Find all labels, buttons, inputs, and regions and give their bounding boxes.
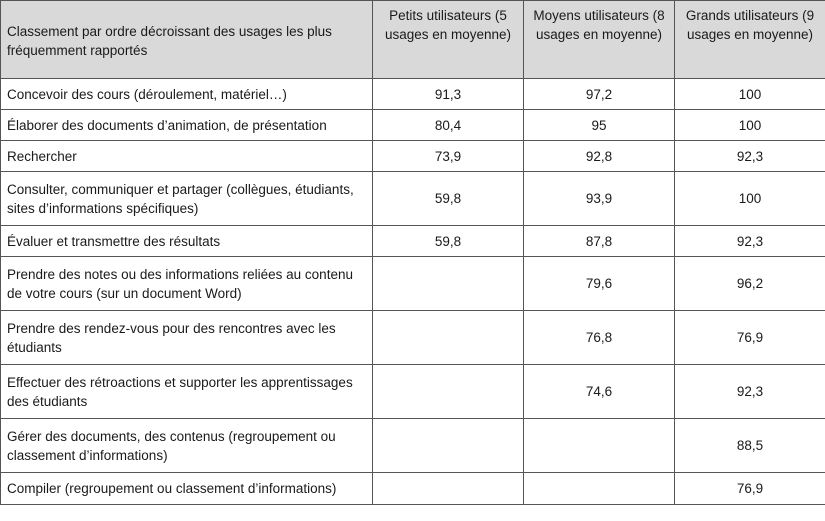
small-users-value [372, 256, 524, 311]
medium-users-value: 97,2 [523, 78, 675, 110]
header-medium-users: Moyens utilisateurs (8 usages en moyenne… [523, 0, 675, 79]
table-row: Effectuer des rétroactions et supporter … [0, 364, 825, 419]
usage-label: Rechercher [0, 140, 373, 172]
small-users-value: 73,9 [372, 140, 524, 172]
usage-label: Élaborer des documents d’animation, de p… [0, 109, 373, 141]
header-small-users: Petits utilisateurs (5 usages en moyenne… [372, 0, 524, 79]
large-users-value: 76,9 [674, 310, 825, 365]
large-users-value: 100 [674, 109, 825, 141]
large-users-value: 92,3 [674, 140, 825, 172]
table-row: Évaluer et transmettre des résultats 59,… [0, 225, 825, 257]
usage-label: Consulter, communiquer et partager (coll… [0, 171, 373, 226]
large-users-value: 96,2 [674, 256, 825, 311]
table-row: Rechercher 73,9 92,8 92,3 [0, 140, 825, 172]
usage-label: Effectuer des rétroactions et supporter … [0, 364, 373, 419]
small-users-value [372, 310, 524, 365]
medium-users-value: 76,8 [523, 310, 675, 365]
header-row: Classement par ordre décroissant des usa… [0, 0, 825, 79]
small-users-value [372, 364, 524, 419]
small-users-value: 59,8 [372, 171, 524, 226]
large-users-value: 100 [674, 171, 825, 226]
large-users-value: 88,5 [674, 418, 825, 473]
medium-users-value: 87,8 [523, 225, 675, 257]
medium-users-value [523, 472, 675, 505]
usage-label: Compiler (regroupement ou classement d’i… [0, 472, 373, 505]
large-users-value: 76,9 [674, 472, 825, 505]
usage-label: Prendre des rendez-vous pour des rencont… [0, 310, 373, 365]
medium-users-value: 74,6 [523, 364, 675, 419]
medium-users-value: 95 [523, 109, 675, 141]
usage-ranking-table: Classement par ordre décroissant des usa… [0, 0, 825, 505]
medium-users-value: 92,8 [523, 140, 675, 172]
usage-label: Prendre des notes ou des informations re… [0, 256, 373, 311]
table-row: Gérer des documents, des contenus (regro… [0, 418, 825, 473]
large-users-value: 92,3 [674, 364, 825, 419]
table-row: Concevoir des cours (déroulement, matéri… [0, 78, 825, 110]
large-users-value: 92,3 [674, 225, 825, 257]
small-users-value [372, 472, 524, 505]
table-row: Prendre des rendez-vous pour des rencont… [0, 310, 825, 365]
large-users-value: 100 [674, 78, 825, 110]
usage-label: Gérer des documents, des contenus (regro… [0, 418, 373, 473]
medium-users-value: 93,9 [523, 171, 675, 226]
small-users-value: 59,8 [372, 225, 524, 257]
usage-label: Concevoir des cours (déroulement, matéri… [0, 78, 373, 110]
table-row: Consulter, communiquer et partager (coll… [0, 171, 825, 226]
medium-users-value: 79,6 [523, 256, 675, 311]
medium-users-value [523, 418, 675, 473]
table-row: Élaborer des documents d’animation, de p… [0, 109, 825, 141]
header-usage-ranking: Classement par ordre décroissant des usa… [0, 0, 373, 79]
small-users-value: 80,4 [372, 109, 524, 141]
small-users-value [372, 418, 524, 473]
table-row: Prendre des notes ou des informations re… [0, 256, 825, 311]
header-large-users: Grands utilisateurs (9 usages en moyenne… [674, 0, 825, 79]
small-users-value: 91,3 [372, 78, 524, 110]
table-row: Compiler (regroupement ou classement d’i… [0, 472, 825, 505]
usage-label: Évaluer et transmettre des résultats [0, 225, 373, 257]
